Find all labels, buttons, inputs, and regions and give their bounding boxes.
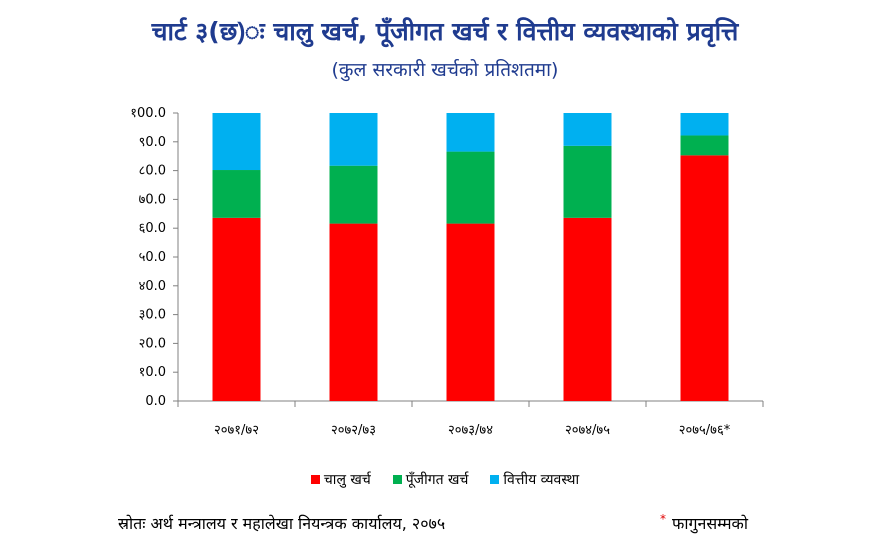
legend-label: चालु खर्च — [323, 472, 371, 488]
bar-segment-current-expenditure — [329, 223, 378, 401]
legend-item: वित्तीय व्यवस्था — [490, 470, 579, 489]
y-tick-label: ३0.0 — [139, 308, 166, 323]
source-note: स्रोतः अर्थ मन्त्रालय र महालेखा नियन्त्र… — [118, 514, 446, 533]
bar-segment-financial-provision — [446, 113, 495, 152]
bar-segment-capital-expenditure — [212, 170, 261, 218]
legend-swatch — [392, 475, 402, 484]
x-tick-label: २०७५/७६* — [679, 423, 731, 438]
legend-label: वित्तीय व्यवस्था — [503, 472, 580, 488]
y-tick-label: 0.0 — [145, 394, 166, 409]
bar-segment-capital-expenditure — [680, 135, 729, 156]
x-tick-label: २०७३/७४ — [448, 423, 493, 438]
bar-segment-capital-expenditure — [446, 151, 495, 224]
legend-item: पूँजीगत खर्च — [392, 470, 469, 489]
legend-item: चालु खर्च — [310, 470, 371, 489]
footnote-mark: * — [660, 512, 666, 526]
footnote: * फागुनसम्मको — [660, 512, 748, 534]
bar-segment-capital-expenditure — [329, 165, 378, 224]
y-tick-label: ४0.0 — [139, 279, 166, 294]
bar-segment-current-expenditure — [212, 217, 261, 401]
bar-segment-financial-provision — [563, 113, 612, 146]
bar-segment-current-expenditure — [446, 223, 495, 401]
y-tick-label: ७0.0 — [139, 192, 166, 207]
y-tick-label: २0.0 — [139, 336, 166, 351]
chart-title: चार्ट ३(छ)ः चालु खर्च, पूँजीगत खर्च र वि… — [151, 17, 739, 46]
y-tick-label: ५0.0 — [139, 250, 166, 265]
y-tick-label: ८0.0 — [139, 164, 166, 179]
bar-segment-financial-provision — [212, 113, 261, 171]
chart-legend: चालु खर्च पूँजीगत खर्च वित्तीय व्यवस्था — [0, 470, 890, 489]
legend-swatch — [310, 475, 320, 484]
y-tick-label: ६0.0 — [139, 221, 166, 236]
y-tick-label: १0.0 — [139, 365, 166, 380]
bar-segment-current-expenditure — [680, 155, 729, 401]
bar-segment-capital-expenditure — [563, 145, 612, 218]
legend-swatch — [490, 475, 500, 484]
x-tick-label: २०७४/७५ — [565, 423, 610, 438]
y-tick-label: १00.0 — [130, 106, 166, 121]
chart-subtitle: (कुल सरकारी खर्चको प्रतिशतमा) — [331, 59, 559, 81]
x-tick-label: २०७१/७२ — [214, 423, 259, 438]
legend-label: पूँजीगत खर्च — [405, 472, 469, 488]
bar-segment-financial-provision — [329, 113, 378, 166]
x-tick-label: २०७२/७३ — [331, 423, 376, 438]
footnote-text: फागुनसम्मको — [672, 514, 748, 533]
bar-segment-financial-provision — [680, 113, 729, 136]
y-tick-label: ९0.0 — [139, 135, 166, 150]
bar-segment-current-expenditure — [563, 217, 612, 401]
